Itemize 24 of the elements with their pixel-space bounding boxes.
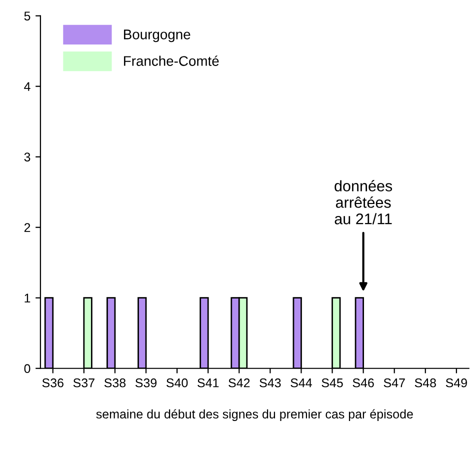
x-tick-label: S48 <box>414 378 436 388</box>
x-axis-title: semaine du début des signes du premier cas par épisode <box>96 409 413 421</box>
x-tick-label: S49 <box>446 378 467 388</box>
y-tick-label: 5 <box>24 12 30 20</box>
x-tick-label: S40 <box>166 378 188 388</box>
y-tick-label: 4 <box>24 82 30 91</box>
x-tick-label: S45 <box>322 378 343 388</box>
y-tick-label: 0 <box>24 364 30 374</box>
x-tick-label: S41 <box>198 378 219 388</box>
x-tick-label: S37 <box>73 378 94 388</box>
y-tick-label: 2 <box>24 223 30 232</box>
x-tick-label: S43 <box>260 378 281 388</box>
x-tick-label: S39 <box>135 378 157 388</box>
y-tick-label: 3 <box>24 152 30 162</box>
annotation: données arrêtées au 21/11 <box>334 180 392 224</box>
legend-label: Bourgogne <box>124 30 190 42</box>
x-tick-label: S36 <box>42 378 64 388</box>
legend-label: Franche-Comté <box>124 56 219 66</box>
x-tick-label: S38 <box>104 378 126 388</box>
x-tick-label: S46 <box>352 378 374 388</box>
x-tick-label: S42 <box>228 378 250 388</box>
x-tick-label: S44 <box>290 378 312 388</box>
y-tick-label: 1 <box>24 294 30 302</box>
x-tick-label: S47 <box>384 378 405 388</box>
